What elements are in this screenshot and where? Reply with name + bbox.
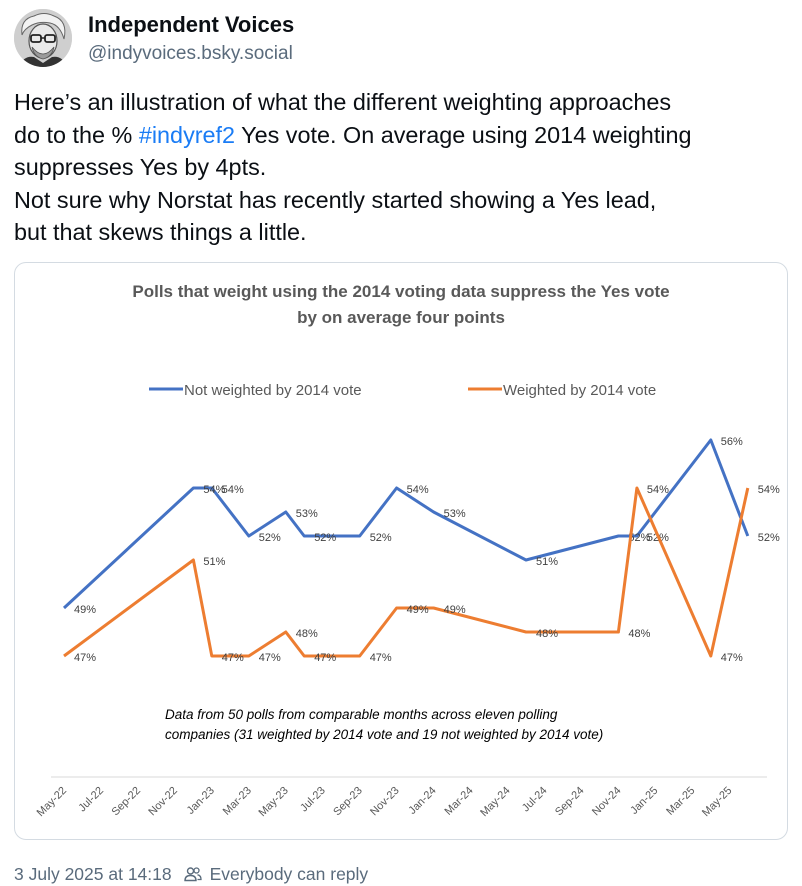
data-label: 54% [222, 484, 244, 496]
people-icon [183, 866, 202, 882]
x-tick-label: Mar-25 [664, 785, 697, 818]
data-label: 47% [259, 652, 281, 664]
x-tick-label: Jan-25 [628, 785, 660, 817]
x-tick-label: Jan-24 [406, 785, 438, 817]
legend-label: Weighted by 2014 vote [503, 382, 656, 399]
chart-title: Polls that weight using the 2014 voting … [132, 282, 669, 301]
chart-annotation: companies (31 weighted by 2014 vote and … [165, 727, 603, 742]
avatar-portrait [14, 9, 72, 67]
data-label: 47% [314, 652, 336, 664]
data-label: 53% [296, 508, 318, 520]
data-label: 47% [370, 652, 392, 664]
x-tick-label: Sep-24 [553, 785, 587, 819]
x-tick-label: May-23 [256, 785, 290, 819]
post-text-line: but that skews things a little. [14, 219, 307, 245]
post-text-line: suppresses Yes by 4pts. [14, 154, 267, 180]
post-text-segment: Yes vote. On average using 2014 weightin… [235, 121, 692, 148]
x-tick-label: Mar-23 [221, 785, 254, 818]
x-tick-label: Nov-22 [146, 785, 180, 819]
data-label: 56% [721, 436, 743, 448]
x-tick-label: Jul-24 [520, 785, 550, 815]
x-tick-label: Jul-23 [298, 785, 328, 815]
author-handle[interactable]: @indyvoices.bsky.social [88, 43, 293, 64]
data-label: 49% [407, 604, 429, 616]
data-label: 52% [259, 532, 281, 544]
hashtag-link[interactable]: #indyref2 [138, 121, 236, 148]
post-text-line: Not sure why Norstat has recently starte… [14, 186, 657, 213]
avatar[interactable] [14, 9, 72, 67]
data-label: 49% [444, 604, 466, 616]
author-display-name[interactable]: Independent Voices [88, 12, 295, 37]
data-label: 52% [370, 532, 392, 544]
x-tick-label: Sep-22 [109, 785, 143, 819]
data-label: 51% [536, 556, 558, 568]
data-label: 54% [647, 484, 669, 496]
x-tick-label: May-22 [35, 785, 69, 819]
data-label: 48% [296, 628, 318, 640]
data-label: 47% [74, 652, 96, 664]
x-tick-label: May-25 [700, 785, 734, 819]
x-tick-label: Nov-23 [368, 785, 402, 819]
data-label: 52% [628, 532, 650, 544]
data-label: 47% [721, 652, 743, 664]
x-tick-label: Jan-23 [185, 785, 217, 817]
x-tick-label: Nov-24 [590, 785, 624, 819]
reply-setting[interactable]: Everybody can reply [209, 863, 369, 884]
post-timestamp[interactable]: 3 July 2025 at 14:18 [14, 863, 172, 884]
post-text-segment: do to the % [14, 121, 139, 148]
x-tick-label: May-24 [478, 785, 512, 819]
data-label: 54% [758, 484, 780, 496]
data-label: 48% [628, 628, 650, 640]
series-line-not-weighted [62, 438, 750, 610]
series-line-weighted [63, 486, 750, 658]
data-label: 54% [407, 484, 429, 496]
data-label: 52% [758, 532, 780, 544]
x-tick-label: Mar-24 [443, 785, 476, 818]
chart-image[interactable]: Polls that weight using the 2014 voting … [14, 262, 788, 840]
data-label: 52% [314, 532, 336, 544]
chart-annotation: Data from 50 polls from comparable month… [165, 707, 558, 722]
x-tick-label: Jul-22 [76, 785, 106, 815]
post-text-line: Here’s an illustration of what the diffe… [14, 89, 672, 115]
data-label: 48% [536, 628, 558, 640]
x-tick-label: Sep-23 [331, 785, 365, 819]
line-chart: Polls that weight using the 2014 voting … [35, 282, 780, 819]
data-label: 53% [444, 508, 466, 520]
data-label: 47% [222, 652, 244, 664]
data-label: 51% [203, 556, 225, 568]
chart-title: by on average four points [297, 308, 505, 327]
legend-label: Not weighted by 2014 vote [184, 382, 362, 399]
data-label: 49% [74, 604, 96, 616]
data-label: 54% [203, 484, 225, 496]
post-text: Here’s an illustration of what the diffe… [14, 86, 794, 249]
post-text-line: do to the % #indyref2 Yes vote. On avera… [14, 119, 794, 152]
post-footer: 3 July 2025 at 14:18 Everybody can reply [14, 862, 368, 886]
